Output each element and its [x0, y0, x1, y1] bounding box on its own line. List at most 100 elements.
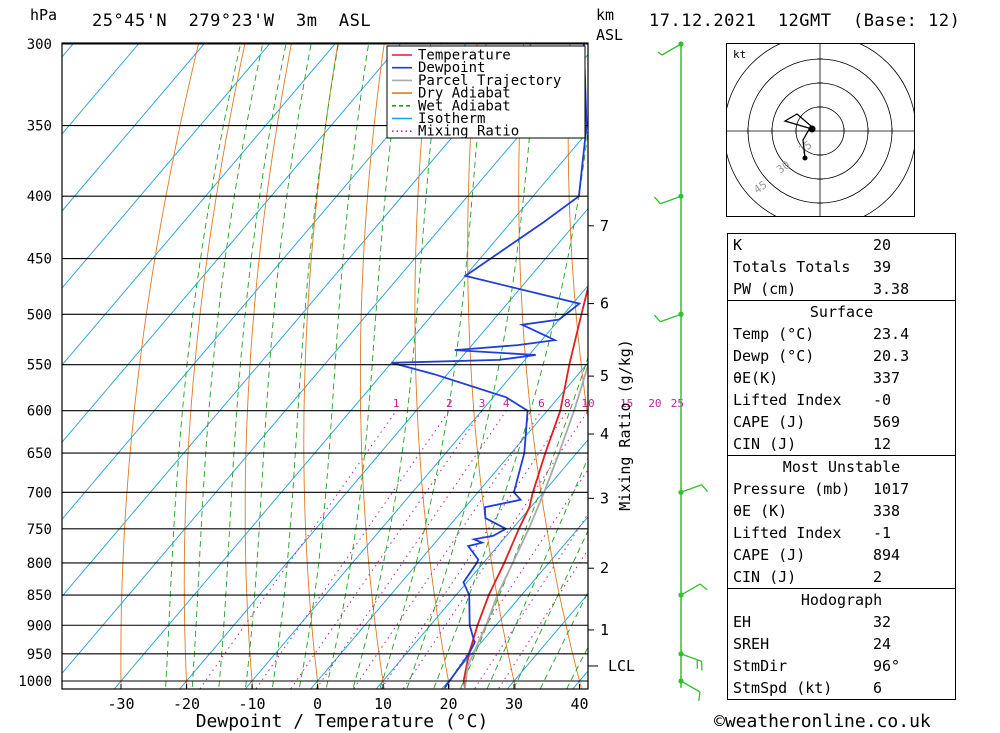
- wind-barb-shaft: [660, 195, 682, 205]
- surface-title: Surface: [809, 303, 874, 321]
- plot-area: [62, 26, 721, 707]
- most-unstable-label: θE (K): [733, 502, 788, 520]
- mixing-ratio-axis-label: Mixing Ratio (g/kg): [616, 339, 634, 511]
- datetime-title: 17.12.2021 12GMT (Base: 12): [649, 11, 961, 31]
- wind-barb-flag: [657, 51, 663, 56]
- wind-barb-shaft: [661, 43, 682, 56]
- hodograph-ring-label: 30: [774, 158, 792, 176]
- wind-barb-flag: [653, 196, 661, 205]
- plot-frame: [61, 42, 589, 690]
- most-unstable-label: CIN (J): [733, 568, 797, 586]
- dry-adiabat-line: [183, 43, 246, 689]
- x-tick-label: 0: [313, 695, 322, 713]
- index-value: 39: [873, 258, 892, 276]
- km-unit-label: km: [596, 6, 615, 24]
- mixing-ratio-label: 3: [479, 397, 486, 410]
- wet-adiabat-line: [539, 590, 588, 689]
- hodograph-value: 32: [873, 613, 892, 631]
- mixing-ratio-line: [352, 410, 542, 689]
- pressure-tick-label: 550: [27, 358, 52, 374]
- wind-barb-shaft: [680, 680, 701, 693]
- km-tick-label: 3: [600, 489, 609, 507]
- pressure-tick-label: 600: [27, 404, 52, 420]
- index-row: Totals Totals 39: [728, 256, 955, 278]
- most-unstable-row: CAPE (J) 894: [728, 544, 955, 566]
- hodograph-trace: [783, 113, 813, 159]
- copyright-label[interactable]: ©weatheronline.co.uk: [714, 711, 931, 732]
- wet-adiabat-line: [486, 456, 588, 689]
- pressure-tick-label: 950: [27, 647, 52, 663]
- legend-label: Isotherm: [418, 111, 485, 127]
- lcl-label: LCL: [608, 657, 635, 675]
- km-tick-label: 6: [600, 295, 609, 313]
- wind-barb-flag: [698, 691, 701, 701]
- hodograph-value: 24: [873, 635, 892, 653]
- pressure-tick-label: 800: [27, 556, 52, 572]
- wet-adiabat-line: [165, 43, 242, 689]
- indices-table: K 20 Totals Totals 39 PW (cm) 3.38 Surface Te…: [727, 233, 956, 700]
- most-unstable-value: 1017: [873, 480, 910, 498]
- surface-row: θE(K) 337: [728, 367, 955, 389]
- surface-row: CIN (J) 12: [728, 433, 955, 455]
- asl-unit-label: ASL: [596, 26, 624, 44]
- wind-barb-dot: [678, 193, 684, 199]
- isotherm-line: [441, 516, 588, 689]
- isotherm-line: [62, 43, 206, 212]
- x-tick-label: 40: [570, 695, 588, 713]
- most-unstable-label: Pressure (mb): [733, 480, 851, 498]
- surface-value: -0: [873, 391, 892, 409]
- most-unstable-row: Lifted Index -1: [728, 522, 955, 544]
- mixing-ratio-line: [473, 512, 588, 689]
- km-tick-label: 2: [600, 559, 609, 577]
- surface-value: 20.3: [873, 347, 910, 365]
- wet-adiabat-line: [271, 43, 340, 689]
- location-title: 25°45'N 279°23'W 3m ASL: [92, 11, 372, 31]
- surface-label: Temp (°C): [733, 325, 815, 343]
- wet-adiabat-line: [459, 356, 588, 689]
- most-unstable-title: Most Unstable: [782, 458, 901, 476]
- index-row: K 20: [728, 234, 955, 256]
- hodograph-row: EH 32: [728, 611, 955, 633]
- skew-t-diagram: 3003504004505005506006507007508008509009…: [18, 26, 721, 732]
- wind-barb-shaft: [680, 653, 702, 662]
- wet-adiabat-line: [352, 43, 442, 689]
- dry-adiabat-line: [567, 43, 588, 421]
- most-unstable-value: 894: [873, 546, 901, 564]
- surface-value: 12: [873, 435, 892, 453]
- km-tick-label: 7: [600, 217, 609, 235]
- wind-barb-shaft: [660, 313, 682, 323]
- index-value: 20: [873, 236, 892, 254]
- mixing-ratio-label: 2: [446, 397, 453, 410]
- index-row: PW (cm) 3.38: [728, 278, 955, 300]
- surface-label: Dewp (°C): [733, 347, 815, 365]
- pressure-tick-label: 300: [27, 37, 52, 53]
- mixing-ratio-label: 25: [671, 397, 684, 410]
- wind-barb-flag: [701, 484, 709, 492]
- surface-label: CIN (J): [733, 435, 797, 453]
- surface-label: CAPE (J): [733, 413, 806, 431]
- dry-adiabat-line: [467, 43, 517, 689]
- wet-adiabat-line: [298, 43, 370, 689]
- surface-label: θE(K): [733, 369, 779, 387]
- mixing-ratio-label: 20: [648, 397, 661, 410]
- mixing-ratio-label: 1: [393, 397, 400, 410]
- surface-row: CAPE (J) 569: [728, 411, 955, 433]
- hodograph-storm-dot: [802, 155, 808, 161]
- hodograph-start-dot: [808, 125, 816, 133]
- dry-adiabat-line: [709, 26, 721, 707]
- most-unstable-label: Lifted Index: [733, 524, 842, 542]
- isotherm-line: [62, 43, 468, 520]
- isotherm-line: [62, 43, 337, 366]
- km-tick-label: 5: [600, 367, 609, 385]
- pressure-tick-label: 750: [27, 522, 52, 538]
- hodograph-label: EH: [733, 613, 752, 631]
- wet-adiabat-line: [406, 43, 539, 689]
- mixing-ratio-label: 15: [620, 397, 633, 410]
- surface-row: Dewp (°C) 20.3: [728, 345, 955, 367]
- isotherm-line: [62, 43, 402, 443]
- surface-row: Lifted Index -0: [728, 389, 955, 411]
- km-tick-label: 4: [600, 425, 609, 443]
- pressure-tick-label: 350: [27, 119, 52, 135]
- hodograph-row: StmDir 96°: [728, 655, 955, 677]
- pressure-tick-label: 1000: [18, 674, 52, 690]
